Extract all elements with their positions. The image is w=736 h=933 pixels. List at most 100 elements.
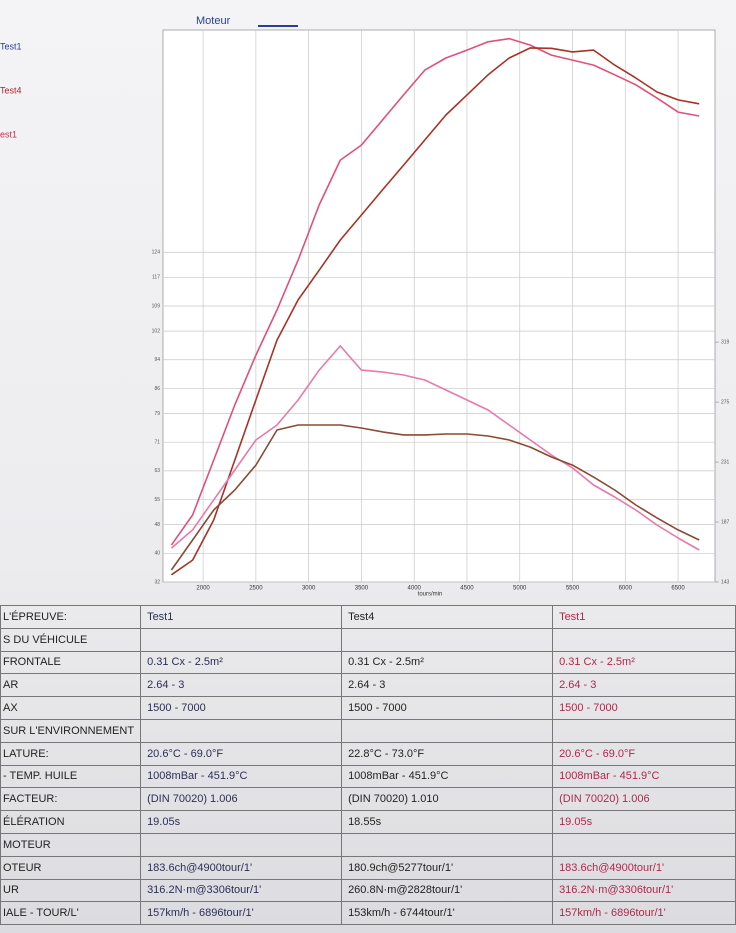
row-label: FACTEUR: [0, 787, 142, 812]
row-label: OTEUR [0, 855, 142, 880]
cell: 183.6ch@4900tour/1' [140, 855, 343, 880]
legend-label: est1 [0, 129, 17, 139]
legend-label: Test4 [0, 85, 22, 95]
header-cell: Test1 [552, 605, 736, 629]
legend-label: Test1 [0, 41, 22, 51]
series-line [170, 37, 700, 546]
cell: 260.8N·m@2828tour/1' [341, 878, 554, 903]
cell: 0.31 Cx - 2.5m² [341, 650, 554, 675]
cell: 19.05s [552, 810, 736, 834]
y-tick-label: 32 [154, 579, 160, 585]
table-row: AX 1500 - 7000 1500 - 7000 1500 - 7000 [0, 696, 736, 720]
chart: Moteur tours/min 2000 2500 3000 3500 4000 450… [0, 15, 730, 598]
x-tick-label: 4000 [408, 586, 422, 592]
table-row: AR 2.64 - 3 2.64 - 3 2.64 - 3 [0, 673, 736, 698]
cell [552, 627, 736, 652]
x-axis-label: tours/min [418, 592, 443, 598]
x-tick-label: 3000 [302, 586, 316, 592]
cell: 20.6°C - 69.0°F [140, 741, 343, 766]
cell: 18.55s [341, 810, 554, 834]
y-tick-label: 40 [154, 551, 160, 557]
cell: 1500 - 7000 [552, 696, 736, 720]
y2-tick-label: 231 [721, 459, 730, 465]
table-row: SUR L'ENVIRONNEMENT [0, 718, 736, 743]
cell: 2.64 - 3 [341, 673, 554, 698]
x-tick-label: 6000 [619, 586, 633, 592]
cell: 180.9ch@5277tour/1' [341, 855, 554, 880]
cell: 0.31 Cx - 2.5m² [552, 650, 736, 675]
row-label: S DU VÉHICULE [0, 627, 142, 652]
x-tick-label: 3500 [355, 586, 369, 592]
header-cell: Test4 [341, 605, 554, 629]
row-label: IALE - TOUR/L' [0, 901, 142, 926]
series-line [170, 424, 700, 571]
cell [341, 832, 554, 857]
x-tick-label: 5500 [566, 586, 580, 592]
y-tick-label: 86 [154, 386, 160, 392]
cell: 0.31 Cx - 2.5m² [140, 650, 343, 675]
y2-tick-label: 187 [721, 519, 730, 525]
series-line [170, 345, 700, 551]
series-line [170, 47, 700, 576]
cell: 2.64 - 3 [552, 673, 736, 698]
table-header: L'ÉPREUVE: Test1 Test4 Test1 [0, 605, 736, 629]
cell [341, 627, 554, 652]
y2-tick-label: 319 [721, 339, 730, 345]
cell: 157km/h - 6896tour/1' [552, 901, 736, 926]
cell [140, 832, 343, 857]
chart-title: Moteur [196, 15, 231, 27]
y-tick-label: 71 [154, 440, 160, 446]
row-label: ÉLÉRATION [0, 810, 142, 834]
row-label: - TEMP. HUILE [0, 764, 142, 789]
x-tick-label: 2000 [196, 586, 210, 592]
y-tick-label: 124 [152, 250, 161, 256]
table-row: LATURE: 20.6°C - 69.0°F 22.8°C - 73.0°F 20.… [0, 741, 736, 766]
cell: (DIN 70020) 1.006 [140, 787, 343, 812]
cell [552, 832, 736, 857]
y-tick-label: 48 [154, 522, 160, 528]
cell: 316.2N·m@3306tour/1' [140, 878, 343, 903]
y-tick-label: 102 [152, 328, 161, 334]
cell: 1008mBar - 451.9°C [140, 764, 343, 789]
x-tick-label: 4500 [460, 586, 474, 592]
cell: 19.05s [140, 810, 343, 834]
cell: (DIN 70020) 1.010 [341, 787, 554, 812]
row-label: AR [0, 673, 142, 698]
row-label: SUR L'ENVIRONNEMENT [0, 718, 142, 743]
y-tick-label: 117 [152, 275, 160, 281]
row-label: UR [0, 878, 142, 903]
cell: 1500 - 7000 [140, 696, 343, 720]
row-label: LATURE: [0, 741, 142, 766]
row-label: MOTEUR [0, 832, 142, 857]
cell: 183.6ch@4900tour/1' [552, 855, 736, 880]
y2-tick-label: 143 [721, 579, 730, 585]
table-row: UR 316.2N·m@3306tour/1' 260.8N·m@2828tour/… [0, 878, 736, 903]
table-row: S DU VÉHICULE [0, 627, 736, 652]
cell: (DIN 70020) 1.006 [552, 787, 736, 812]
table-row: ÉLÉRATION 19.05s 18.55s 19.05s [0, 810, 736, 834]
cell: 153km/h - 6744tour/1' [341, 901, 554, 926]
x-tick-label: 5000 [513, 586, 527, 592]
table-row: IALE - TOUR/L' 157km/h - 6896tour/1' 153km… [0, 901, 736, 926]
row-label: AX [0, 696, 142, 720]
cell: 22.8°C - 73.0°F [341, 741, 554, 766]
cell [140, 718, 343, 743]
cell: 1500 - 7000 [341, 696, 554, 720]
cell [341, 718, 554, 743]
y2-tick-label: 275 [721, 399, 730, 405]
cell: 2.64 - 3 [140, 673, 343, 698]
y-tick-label: 55 [154, 497, 160, 503]
cell: 1008mBar - 451.9°C [552, 764, 736, 789]
table-row: MOTEUR [0, 832, 736, 857]
y-tick-label: 63 [154, 468, 160, 474]
cell [552, 718, 736, 743]
table-row: OTEUR 183.6ch@4900tour/1' 180.9ch@5277tour… [0, 855, 736, 880]
header-cell: L'ÉPREUVE: [0, 605, 142, 629]
row-label: FRONTALE [0, 650, 142, 675]
table-row: FACTEUR: (DIN 70020) 1.006 (DIN 70020) 1.0… [0, 787, 736, 812]
y-tick-label: 109 [152, 303, 161, 309]
cell: 316.2N·m@3306tour/1' [552, 878, 736, 903]
cell: 157km/h - 6896tour/1' [140, 901, 343, 926]
header-cell: Test1 [140, 605, 343, 629]
